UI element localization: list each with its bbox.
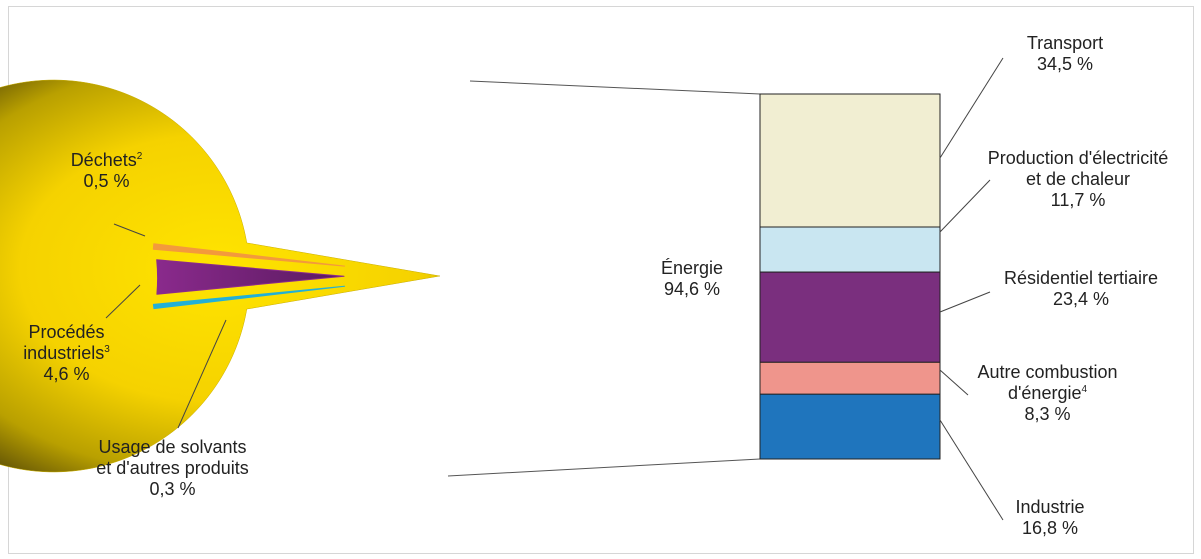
label-energie-value: 94,6 % (663, 279, 721, 299)
label-procedes-note: 3 (104, 344, 110, 355)
label-solvants: Usage de solvants et d'autres produits 0… (60, 437, 285, 500)
label-dechets-name: Déchets (70, 150, 137, 170)
label-procedes: Procédés industriels3 4,6 % (4, 322, 129, 385)
leader-residentiel (939, 291, 991, 313)
label-residentiel-name: Résidentiel tertiaire (1003, 268, 1159, 288)
label-dechets: Déchets2 0,5 % (44, 150, 169, 192)
leader-solvants (177, 319, 227, 429)
label-transport: Transport 34,5 % (1005, 33, 1125, 75)
label-energie: Énergie 94,6 % (642, 258, 742, 300)
label-solvants-line2: et d'autres produits (96, 458, 249, 478)
bar-segment-residentiel (759, 271, 941, 363)
label-dechets-note: 2 (136, 151, 143, 162)
label-autre-note: 4 (1081, 384, 1088, 395)
label-procedes-value: 4,6 % (43, 364, 90, 384)
label-industrie: Industrie 16,8 % (995, 497, 1105, 539)
bar-segment-transport (759, 93, 941, 228)
pie-slice-solvants (152, 285, 345, 310)
label-solvants-line1: Usage de solvants (98, 437, 247, 457)
leader-production (939, 179, 991, 233)
bar-segment-autre (759, 361, 941, 395)
label-production: Production d'électricité et de chaleur 1… (958, 148, 1198, 211)
pie-slice-procedes (156, 259, 345, 295)
label-production-value: 11,7 % (1050, 190, 1106, 210)
label-procedes-line1: Procédés (28, 322, 105, 342)
leader-autre (939, 369, 969, 396)
label-energie-name: Énergie (660, 258, 724, 278)
label-dechets-value: 0,5 % (83, 171, 130, 191)
label-industrie-value: 16,8 % (1021, 518, 1079, 538)
label-autre-value: 8,3 % (1024, 404, 1071, 424)
leader-industrie (939, 419, 1004, 521)
leader-transport (939, 57, 1004, 159)
connector-top (469, 80, 761, 95)
label-autre: Autre combustion d'énergie4 8,3 % (955, 362, 1140, 425)
connector-bottom (447, 458, 761, 477)
label-procedes-line2: industriels (23, 343, 105, 363)
leader-procedes (105, 284, 141, 319)
label-industrie-name: Industrie (1015, 497, 1085, 517)
label-residentiel-value: 23,4 % (1052, 289, 1110, 309)
label-autre-line1: Autre combustion (977, 362, 1118, 382)
bar-segment-industrie (759, 393, 941, 460)
label-transport-value: 34,5 % (1036, 54, 1094, 74)
label-residentiel: Résidentiel tertiaire 23,4 % (976, 268, 1186, 310)
label-production-line1: Production d'électricité (987, 148, 1169, 168)
label-transport-name: Transport (1026, 33, 1104, 53)
bar-segment-production (759, 226, 941, 273)
label-autre-line2: d'énergie (1007, 383, 1082, 403)
leader-dechets (113, 223, 146, 237)
label-solvants-value: 0,3 % (149, 479, 196, 499)
label-production-line2: et de chaleur (1025, 169, 1131, 189)
pie-slice-dechets (152, 243, 345, 267)
